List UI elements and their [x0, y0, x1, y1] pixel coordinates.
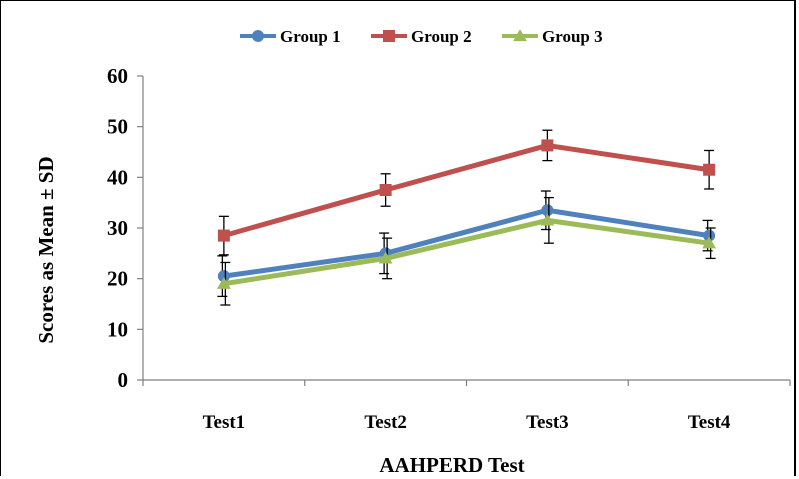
y-tick-label: 50 — [107, 115, 128, 139]
plot-area — [216, 129, 717, 306]
series-line — [223, 142, 710, 239]
data-point — [216, 276, 231, 289]
x-categories: Test1 Test2 Test3 Test4 — [142, 380, 791, 433]
legend: Group 1 Group 2 Group 3 — [240, 27, 603, 46]
data-point — [379, 184, 392, 196]
legend-marker — [383, 30, 395, 42]
series-3 — [216, 196, 717, 306]
y-tick-label: 20 — [107, 267, 128, 291]
y-tick-label: 0 — [118, 368, 129, 392]
series-1 — [217, 190, 716, 298]
x-category-label: Test2 — [364, 412, 407, 433]
x-category-label: Test1 — [203, 412, 246, 433]
data-point — [217, 229, 230, 242]
legend-marker — [252, 30, 264, 42]
data-point — [703, 229, 716, 242]
legend-label: Group 3 — [542, 27, 603, 46]
data-point — [541, 139, 554, 152]
legend-label: Group 1 — [280, 27, 341, 46]
x-axis-label: AAHPERD Test — [379, 453, 524, 477]
y-tick-label: 60 — [107, 64, 128, 88]
y-tick-label: 10 — [107, 317, 128, 341]
series-line — [223, 207, 710, 279]
y-tick-label: 30 — [107, 216, 128, 240]
y-ticks: 0 10 20 30 40 50 60 — [107, 64, 143, 392]
data-point — [540, 213, 555, 226]
data-point — [702, 236, 717, 249]
data-point — [703, 163, 716, 176]
axes — [142, 76, 790, 381]
y-tick-label: 40 — [107, 165, 128, 189]
data-point — [378, 251, 393, 264]
y-axis-label: Scores as Mean ± SD — [34, 156, 58, 343]
legend-label: Group 2 — [411, 27, 472, 46]
legend-marker — [513, 29, 527, 42]
x-category-label: Test3 — [526, 412, 569, 433]
data-point — [217, 270, 230, 283]
data-point — [541, 204, 554, 217]
legend-item-1: Group 1 — [240, 27, 341, 46]
legend-item-2: Group 2 — [371, 27, 472, 46]
series-line — [223, 217, 710, 287]
x-category-label: Test4 — [688, 412, 731, 433]
legend-item-3: Group 3 — [502, 27, 603, 46]
series-2 — [217, 129, 716, 256]
